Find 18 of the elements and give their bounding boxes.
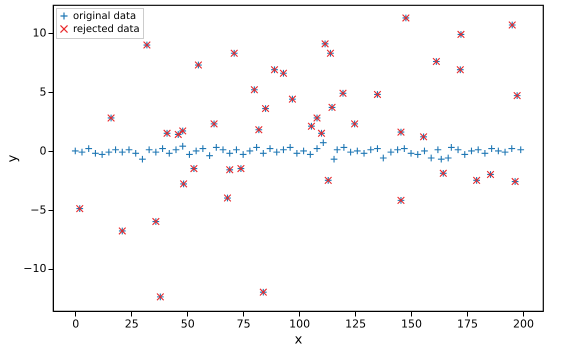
x-tick-label: 25 <box>124 318 139 330</box>
y-tick-label: 5 <box>40 86 46 99</box>
legend-label: original data <box>73 11 136 22</box>
x-axis-title: x <box>294 332 303 348</box>
y-tick-label: 0 <box>40 144 46 158</box>
y-axis-title: y <box>5 154 20 162</box>
x-tick-label: 175 <box>457 318 478 330</box>
x-tick-label: 100 <box>289 318 310 330</box>
y-tick-label: −5 <box>30 203 46 216</box>
x-tick-label: 150 <box>401 318 422 330</box>
y-tick-label: −10 <box>23 262 46 276</box>
x-tick-label: 0 <box>72 318 80 330</box>
x-tick-label: 125 <box>345 318 366 330</box>
legend-label: rejected data <box>73 24 140 35</box>
x-tick-label: 50 <box>180 318 195 330</box>
x-tick-label: 200 <box>512 318 534 330</box>
y-tick-label: 10 <box>32 26 46 40</box>
x-tick-label: 75 <box>236 318 251 330</box>
